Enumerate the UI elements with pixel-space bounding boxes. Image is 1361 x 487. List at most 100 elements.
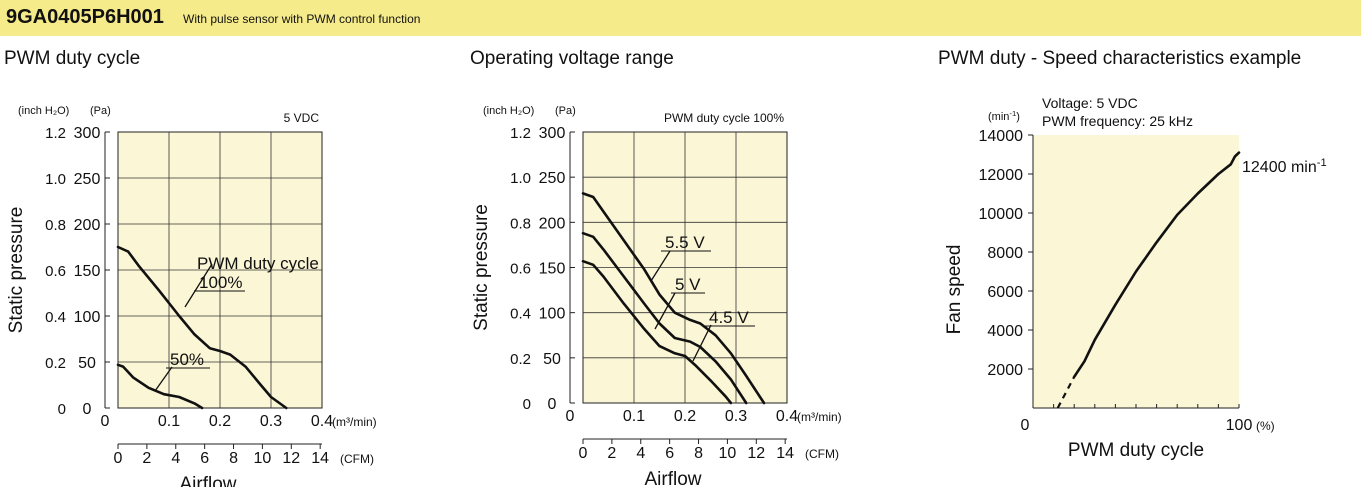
model-number: 9GA0405P6H001	[6, 6, 164, 28]
x-tick-label: 100	[1226, 417, 1253, 434]
chart-note: 5 VDC	[284, 111, 320, 125]
y-tick-label: 10000	[979, 206, 1024, 223]
chart3-title: PWM duty - Speed characteristics example	[938, 48, 1302, 69]
series-label: PWM duty cycle	[197, 254, 319, 273]
x-tick-label-cfm: 6	[665, 445, 674, 462]
x-tick-label-cfm: 8	[694, 445, 703, 462]
y-unit-pa: (Pa)	[90, 105, 111, 117]
x-tick-label-cfm: 2	[607, 445, 616, 462]
x-unit: (%)	[1256, 419, 1275, 433]
y-axis-label: Fan speed	[944, 245, 965, 335]
y-tick-label-pa: 200	[74, 217, 101, 234]
x-tick-label-m3: 0.4	[776, 408, 798, 425]
x-tick-label-cfm: 14	[311, 450, 329, 467]
series-leader-line	[692, 324, 712, 362]
x-tick-label-m3: 0.1	[158, 413, 180, 430]
y-tick-label-inch: 0.6	[45, 263, 66, 280]
y-unit: (min-1)	[988, 109, 1020, 124]
y-tick-label-pa: 300	[74, 125, 101, 142]
series-line	[1072, 151, 1241, 379]
x-unit-cfm: (CFM)	[805, 447, 839, 461]
y-tick-label-pa: 300	[539, 125, 566, 142]
y-tick-label-pa: 50	[543, 351, 561, 368]
x-tick-label-cfm: 4	[636, 445, 645, 462]
x-tick-label-m3: 0	[566, 408, 575, 425]
x-tick-label-cfm: 10	[254, 450, 272, 467]
x-axis-label: Airflow	[179, 474, 236, 487]
chart1-title: PWM duty cycle	[4, 48, 141, 69]
y-tick-label-pa: 0	[548, 396, 557, 413]
series-label: 5 V	[675, 275, 701, 294]
series-line	[581, 259, 733, 405]
x-tick-label-m3: 0	[101, 413, 110, 430]
series-line	[581, 192, 766, 405]
y-tick-label-pa: 250	[74, 171, 101, 188]
x-tick-label-cfm: 6	[200, 450, 209, 467]
y-axis-label: Static pressure	[471, 204, 492, 331]
operating-voltage-chart: 00500.21000.41500.62000.82501.03001.2(in…	[471, 105, 842, 487]
y-tick-label-inch: 0.4	[45, 309, 66, 326]
x-tick-label-cfm: 12	[747, 445, 765, 462]
series-leader-line	[154, 366, 173, 392]
x-tick-label-m3: 0.3	[725, 408, 747, 425]
x-unit-m3: (m³/min)	[797, 410, 842, 424]
y-tick-label-pa: 0	[83, 401, 92, 418]
series-leader-line	[654, 292, 676, 330]
y-tick-label-inch: 1.2	[510, 125, 531, 142]
model-description: With pulse sensor with PWM control funct…	[183, 12, 421, 26]
series-leader-line	[184, 263, 213, 308]
y-unit-pa: (Pa)	[555, 105, 576, 117]
series-dashed-segment	[1056, 376, 1076, 409]
series-label: 4.5 V	[709, 308, 749, 327]
x-unit-m3: (m³/min)	[332, 415, 377, 429]
series-line	[581, 231, 748, 405]
x-tick-label-m3: 0.2	[209, 413, 231, 430]
y-tick-label-inch: 0.2	[510, 351, 531, 368]
x-tick-label-m3: 0.3	[260, 413, 282, 430]
x-tick-label-cfm: 0	[114, 450, 123, 467]
x-tick-label-cfm: 0	[579, 445, 588, 462]
y-unit-inch: (inch H₂O)	[483, 105, 534, 117]
chart-note-voltage: Voltage: 5 VDC	[1042, 95, 1138, 111]
x-tick-label-cfm: 2	[142, 450, 151, 467]
y-tick-label-inch: 0	[523, 396, 531, 413]
y-tick-label-pa: 50	[78, 355, 96, 372]
x-tick-label-cfm: 8	[229, 450, 238, 467]
series-label: 100%	[199, 273, 242, 292]
series-label: 50%	[170, 350, 204, 369]
pwm-speed-chart: 2000 4000 6000 8000 10000 12000 14000 0 100 (%) (m…	[944, 95, 1327, 461]
model-header-band: 9GA0405P6H001 With pulse sensor with PWM…	[0, 0, 1361, 36]
x-tick-label-cfm: 4	[171, 450, 180, 467]
x-tick-label-m3: 0.4	[311, 413, 333, 430]
y-tick-label-inch: 0.2	[45, 355, 66, 372]
y-tick-label-pa: 250	[539, 170, 566, 187]
x-tick-label-cfm: 14	[776, 445, 794, 462]
y-axis-label: Static pressure	[6, 207, 27, 334]
y-tick-label: 14000	[979, 128, 1024, 145]
y-tick-label-pa: 150	[74, 263, 101, 280]
y-tick-label: 8000	[987, 245, 1023, 262]
y-tick-label: 2000	[987, 362, 1023, 379]
y-tick-label: 6000	[987, 284, 1023, 301]
pwm-duty-cycle-chart: 00500.21000.41500.62000.82501.03001.2(in…	[6, 105, 377, 487]
chart-note: PWM duty cycle 100%	[664, 111, 784, 125]
chart-note-frequency: PWM frequency: 25 kHz	[1042, 113, 1193, 129]
x-tick-label-m3: 0.2	[674, 408, 696, 425]
y-tick-label-inch: 0.6	[510, 261, 531, 278]
y-unit-inch: (inch H₂O)	[18, 105, 69, 117]
x-unit-cfm: (CFM)	[340, 452, 374, 466]
x-tick-label-m3: 0.1	[623, 408, 645, 425]
y-tick-label-inch: 0.8	[45, 217, 66, 234]
y-tick-label: 4000	[987, 323, 1023, 340]
y-tick-label-pa: 100	[74, 309, 101, 326]
series-label: 5.5 V	[665, 233, 705, 252]
end-value-label: 12400 min-1	[1242, 157, 1327, 176]
y-tick-label-pa: 150	[539, 261, 566, 278]
y-tick-label-inch: 1.0	[45, 171, 66, 188]
y-tick-label-inch: 0	[58, 401, 66, 418]
series-leader-line	[650, 250, 671, 282]
y-tick-label-inch: 1.2	[45, 125, 66, 142]
series-line	[116, 363, 204, 410]
y-tick-label-inch: 0.4	[510, 306, 531, 323]
x-tick-label-cfm: 12	[282, 450, 300, 467]
